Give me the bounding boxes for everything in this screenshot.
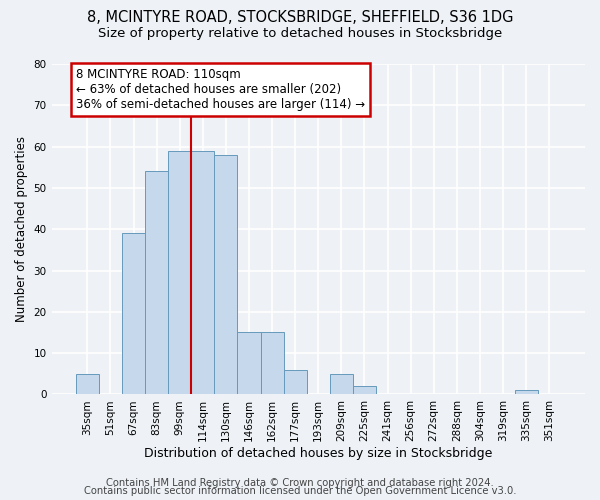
Text: 8, MCINTYRE ROAD, STOCKSBRIDGE, SHEFFIELD, S36 1DG: 8, MCINTYRE ROAD, STOCKSBRIDGE, SHEFFIEL… [87, 10, 513, 25]
Bar [76, 374, 99, 394]
Bar [214, 155, 238, 394]
X-axis label: Distribution of detached houses by size in Stocksbridge: Distribution of detached houses by size … [144, 447, 493, 460]
Bar [191, 150, 214, 394]
Bar [238, 332, 260, 394]
Text: 8 MCINTYRE ROAD: 110sqm
← 63% of detached houses are smaller (202)
36% of semi-d: 8 MCINTYRE ROAD: 110sqm ← 63% of detache… [76, 68, 365, 111]
Text: Size of property relative to detached houses in Stocksbridge: Size of property relative to detached ho… [98, 28, 502, 40]
Text: Contains HM Land Registry data © Crown copyright and database right 2024.: Contains HM Land Registry data © Crown c… [106, 478, 494, 488]
Text: Contains public sector information licensed under the Open Government Licence v3: Contains public sector information licen… [84, 486, 516, 496]
Bar [260, 332, 284, 394]
Bar [330, 374, 353, 394]
Bar [353, 386, 376, 394]
Y-axis label: Number of detached properties: Number of detached properties [15, 136, 28, 322]
Bar [515, 390, 538, 394]
Bar [122, 234, 145, 394]
Bar [168, 150, 191, 394]
Bar [284, 370, 307, 394]
Bar [145, 172, 168, 394]
